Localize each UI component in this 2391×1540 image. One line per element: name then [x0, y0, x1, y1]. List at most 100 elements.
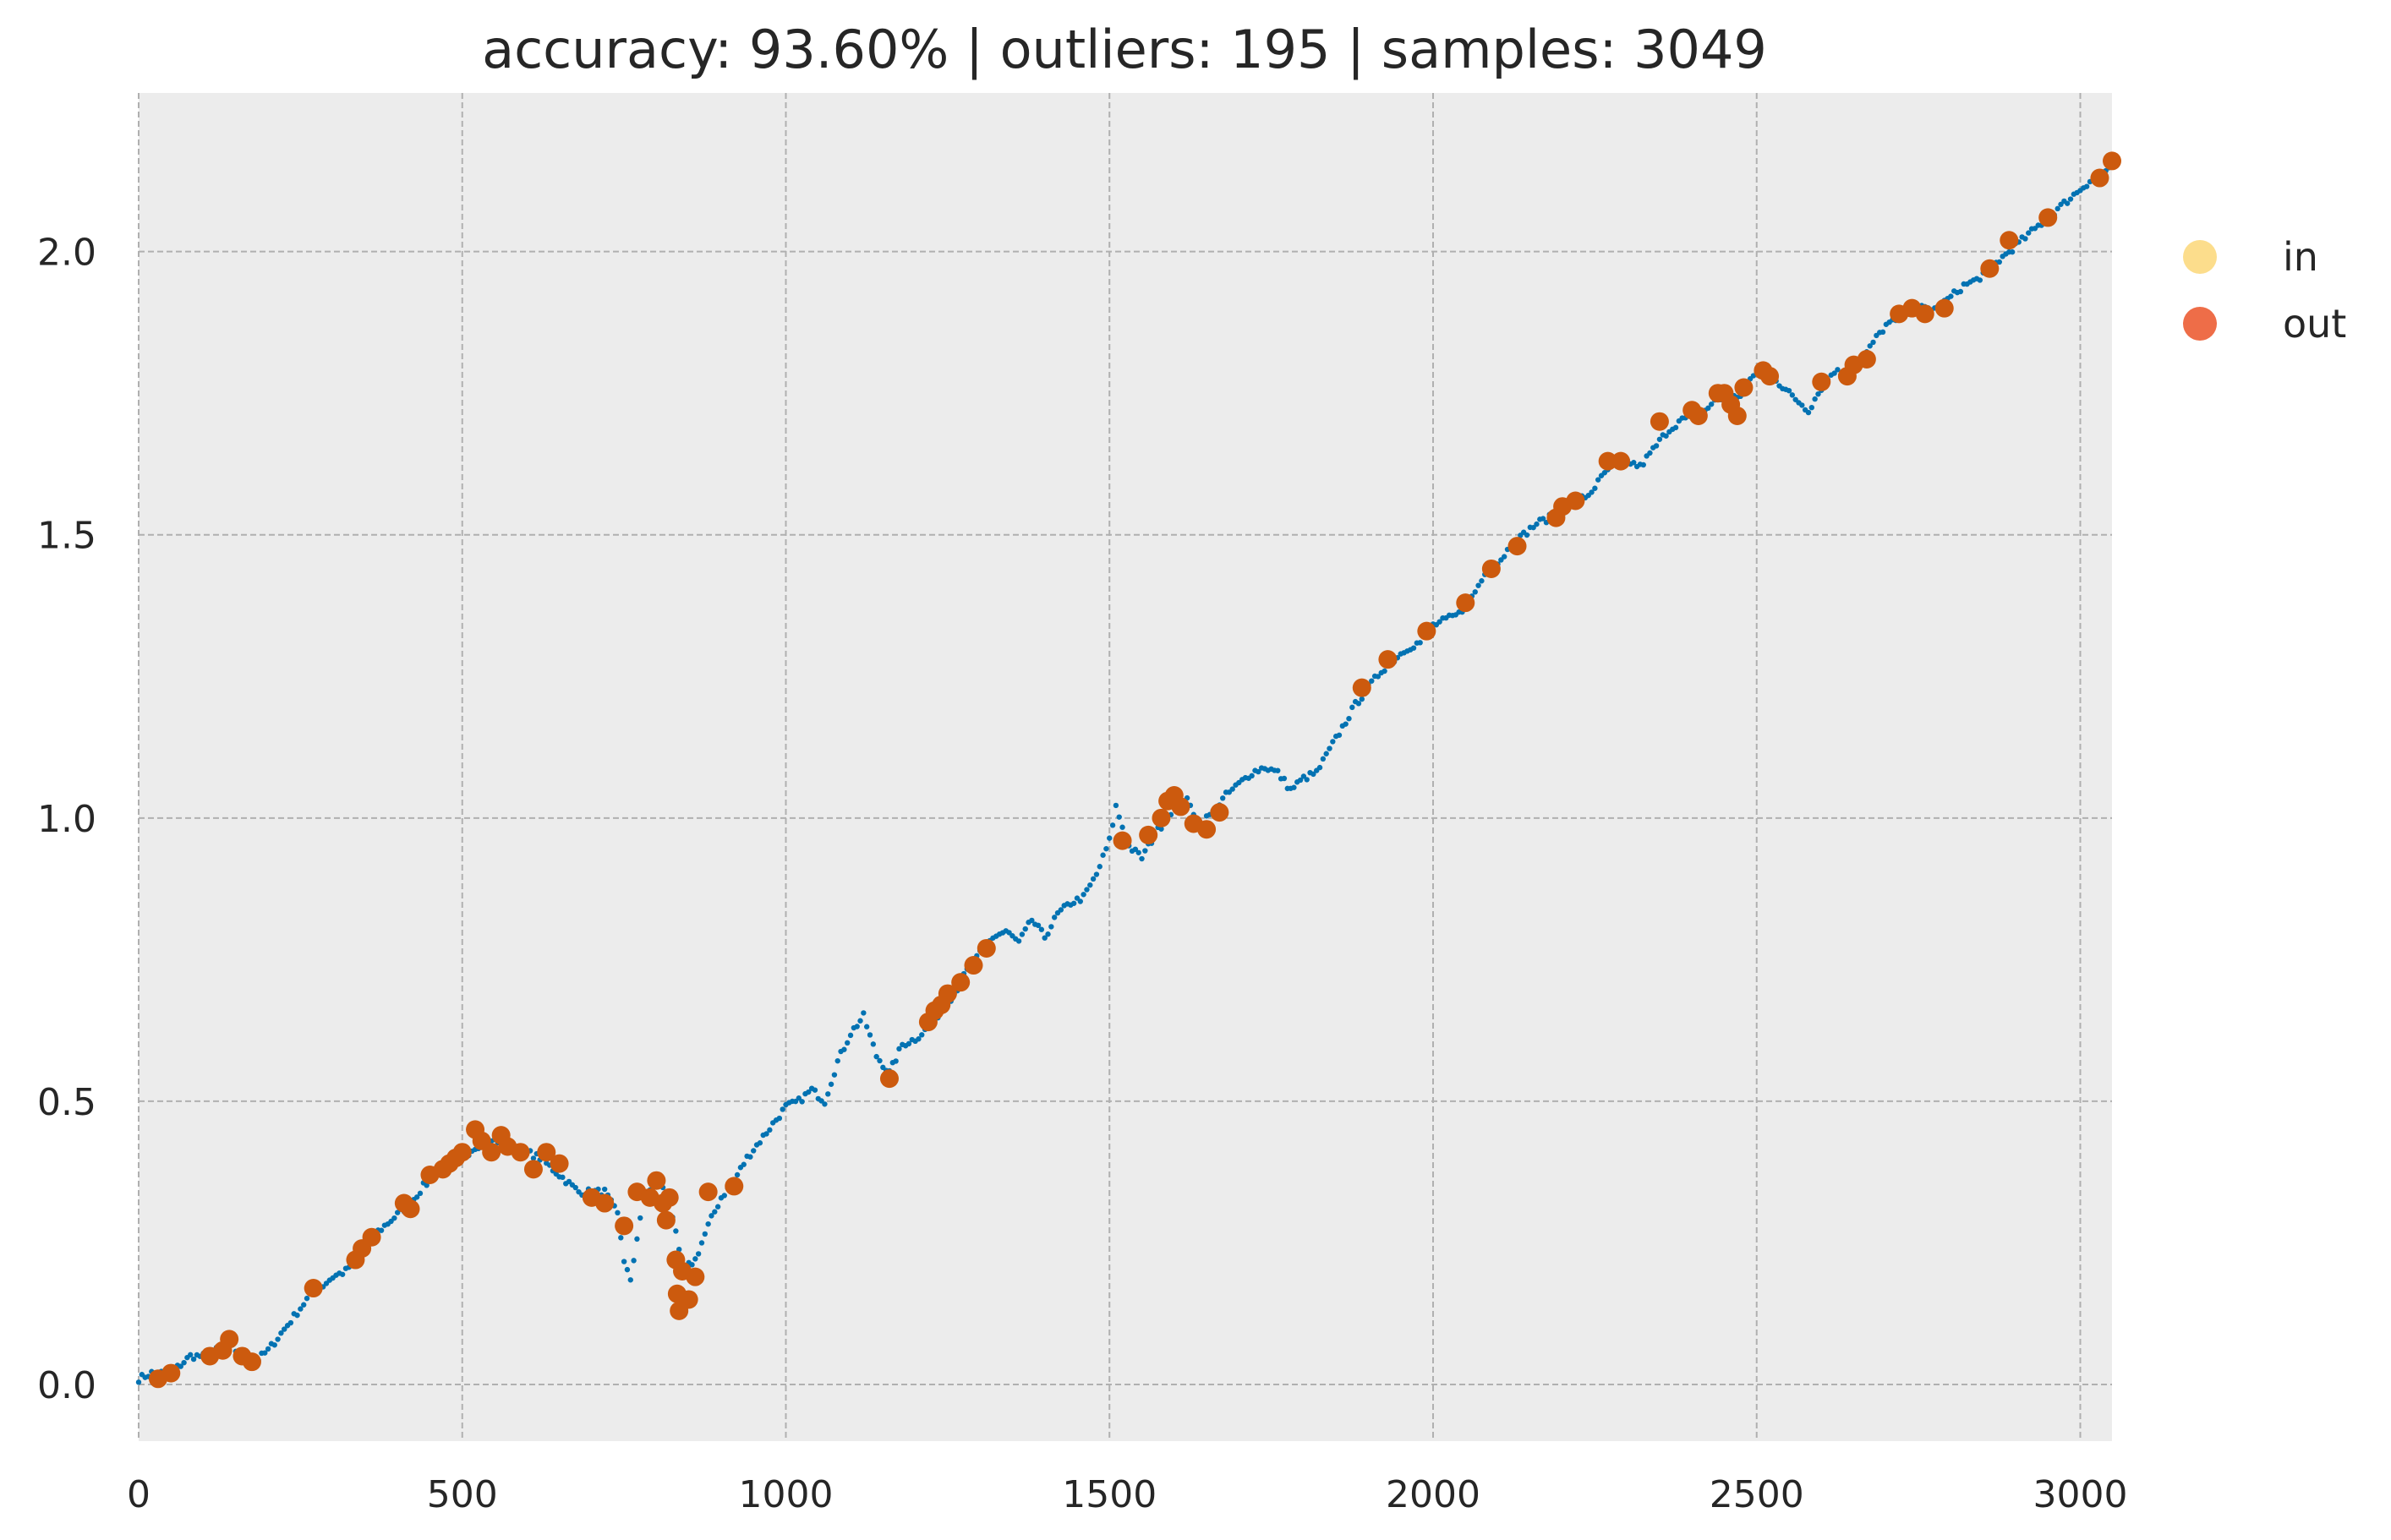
in-point: [1135, 849, 1141, 855]
in-point: [847, 1032, 854, 1039]
in-point: [1708, 401, 1715, 407]
in-point: [637, 1215, 643, 1221]
in-point: [1042, 935, 1048, 941]
in-point: [190, 1356, 197, 1363]
in-point: [1019, 931, 1026, 937]
in-point: [1297, 777, 1304, 784]
in-point: [1786, 387, 1792, 394]
in-point: [1281, 775, 1288, 782]
in-point: [1592, 485, 1598, 491]
in-point: [1996, 259, 2003, 265]
in-point: [834, 1057, 840, 1064]
in-point: [1256, 768, 1261, 775]
in-point: [601, 1186, 608, 1193]
in-point: [271, 1342, 277, 1348]
in-point: [572, 1184, 578, 1191]
legend: in out: [2183, 234, 2346, 347]
out-point: [1197, 820, 1217, 839]
out-point: [1934, 298, 1954, 318]
in-point: [702, 1231, 709, 1237]
in-point: [1815, 390, 1821, 397]
out-point: [482, 1143, 501, 1162]
out-point: [220, 1330, 239, 1349]
in-point: [1093, 871, 1100, 877]
in-point: [919, 1032, 925, 1038]
in-point: [1870, 339, 1876, 346]
out-point: [401, 1199, 420, 1219]
in-point: [893, 1058, 899, 1064]
in-point: [631, 1258, 637, 1264]
in-point: [1310, 771, 1316, 778]
in-point: [1229, 786, 1235, 792]
in-point: [339, 1271, 346, 1277]
in-point: [1142, 848, 1148, 854]
out-point: [656, 1210, 676, 1230]
in-point: [863, 1024, 870, 1029]
in-point: [1097, 864, 1102, 870]
out-point: [161, 1363, 181, 1383]
in-point: [841, 1046, 847, 1052]
y-tick-label: 0.5: [37, 1081, 96, 1124]
in-point: [1132, 846, 1139, 853]
in-point: [1436, 619, 1442, 625]
out-point: [1857, 349, 1876, 369]
in-point: [1789, 392, 1796, 398]
out-point: [595, 1193, 615, 1213]
in-point: [1359, 696, 1365, 702]
out-point: [537, 1143, 556, 1162]
in-point: [1048, 924, 1054, 930]
in-point: [1249, 773, 1255, 779]
in-point: [618, 1235, 624, 1241]
in-point: [1472, 589, 1478, 595]
in-point: [560, 1174, 566, 1181]
in-point: [822, 1101, 828, 1107]
in-point: [812, 1087, 818, 1093]
in-point: [2022, 236, 2028, 242]
in-point: [1058, 907, 1064, 913]
in-point: [391, 1215, 397, 1221]
in-point: [806, 1089, 812, 1095]
out-point: [686, 1267, 705, 1286]
in-point: [831, 1072, 838, 1078]
in-point: [1417, 640, 1423, 646]
in-point: [530, 1155, 537, 1161]
legend-label-out: out: [2283, 301, 2346, 347]
in-point: [1074, 895, 1081, 901]
in-point: [1867, 343, 1873, 349]
in-point: [1831, 370, 1837, 376]
in-point: [796, 1095, 802, 1101]
in-point: [621, 1259, 627, 1264]
in-point: [1220, 795, 1226, 801]
in-point: [721, 1193, 727, 1199]
in-point: [1475, 582, 1481, 588]
in-point: [1812, 396, 1818, 402]
in-point: [1524, 532, 1530, 538]
in-point: [1805, 409, 1812, 416]
in-point: [1051, 915, 1058, 920]
in-point: [751, 1148, 757, 1154]
out-point: [1113, 831, 1132, 850]
x-tick-label: 2000: [1386, 1473, 1480, 1516]
in-point: [1835, 367, 1841, 373]
in-point: [1323, 751, 1329, 756]
in-point: [1158, 826, 1164, 832]
in-point: [2009, 248, 2016, 255]
in-point: [1116, 814, 1122, 820]
out-point: [1915, 304, 1934, 324]
in-point: [1100, 852, 1106, 858]
in-point: [135, 1379, 142, 1385]
in-point: [282, 1326, 287, 1332]
out-point: [2038, 208, 2058, 227]
in-point: [1479, 578, 1485, 584]
in-point: [1113, 802, 1119, 809]
in-point: [896, 1046, 902, 1052]
in-point: [857, 1018, 863, 1024]
in-point: [1316, 764, 1323, 771]
in-point: [1090, 876, 1097, 882]
in-point: [294, 1312, 300, 1319]
in-point: [906, 1040, 912, 1047]
in-point: [1410, 645, 1417, 651]
in-point: [776, 1115, 783, 1122]
y-tick-label: 1.0: [37, 798, 96, 841]
